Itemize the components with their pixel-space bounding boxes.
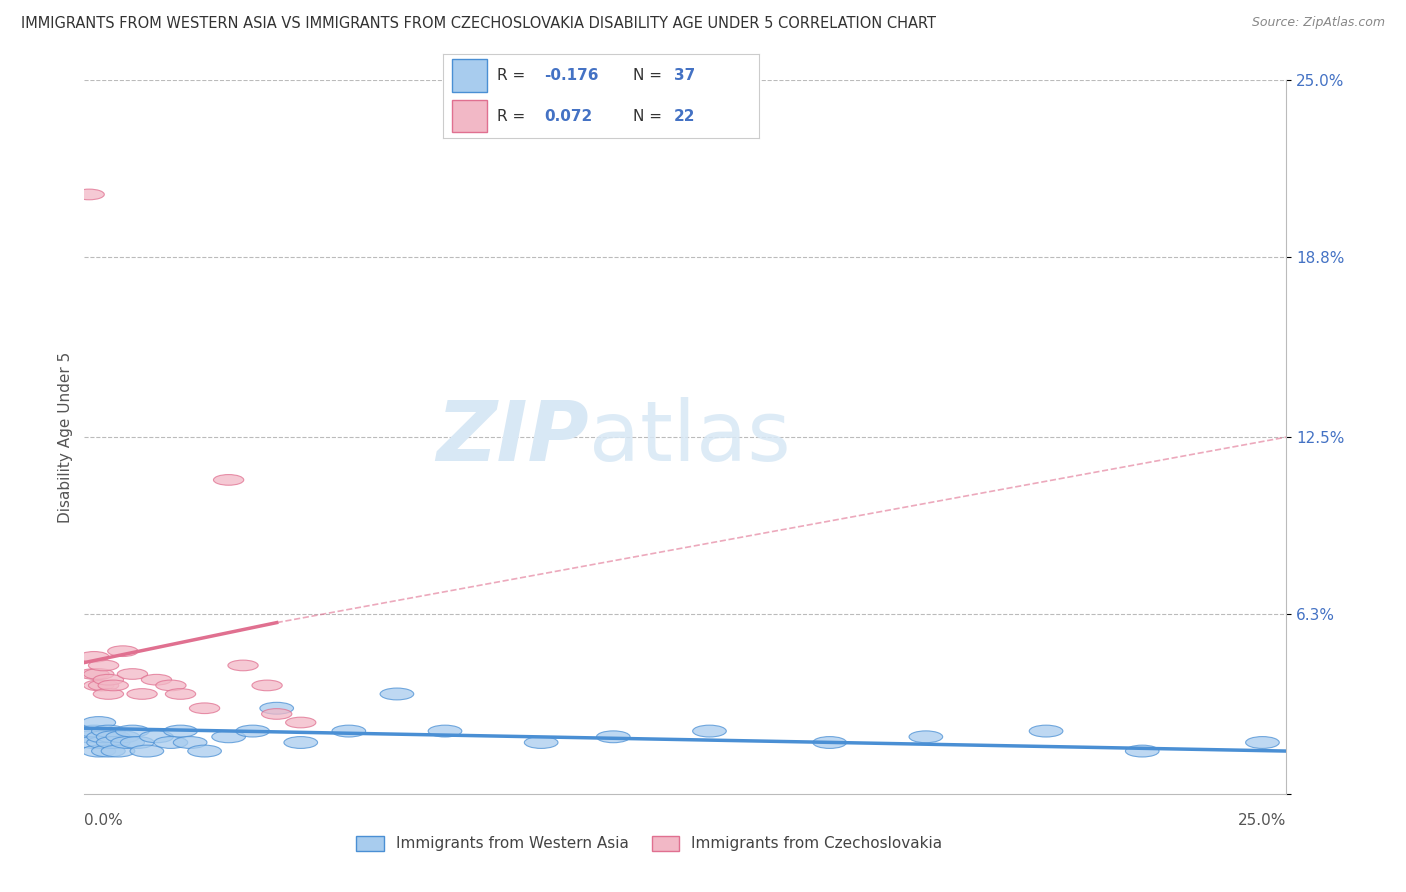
Ellipse shape [129,745,163,757]
FancyBboxPatch shape [453,60,486,92]
Ellipse shape [97,731,129,743]
Ellipse shape [190,703,219,714]
Ellipse shape [693,725,727,737]
Ellipse shape [108,646,138,657]
Ellipse shape [75,189,104,200]
Text: R =: R = [496,109,530,124]
Ellipse shape [332,725,366,737]
Ellipse shape [89,660,118,671]
Ellipse shape [429,725,461,737]
Ellipse shape [77,725,111,737]
Ellipse shape [93,689,124,699]
Ellipse shape [79,651,110,662]
Ellipse shape [910,731,942,743]
Ellipse shape [228,660,259,671]
Text: N =: N = [633,109,666,124]
Ellipse shape [87,737,121,748]
Text: 0.0%: 0.0% [84,814,124,828]
Text: -0.176: -0.176 [544,68,599,83]
Ellipse shape [596,731,630,743]
Ellipse shape [284,737,318,748]
Ellipse shape [101,745,135,757]
Ellipse shape [166,689,195,699]
Ellipse shape [142,674,172,685]
Ellipse shape [83,680,114,690]
Ellipse shape [77,737,111,748]
Ellipse shape [91,725,125,737]
Ellipse shape [117,669,148,680]
Ellipse shape [82,745,115,757]
Ellipse shape [82,716,115,729]
Ellipse shape [236,725,270,737]
Ellipse shape [89,680,118,690]
Text: atlas: atlas [589,397,792,477]
Y-axis label: Disability Age Under 5: Disability Age Under 5 [58,351,73,523]
Ellipse shape [111,737,145,748]
Ellipse shape [1246,737,1279,748]
Ellipse shape [105,731,139,743]
Ellipse shape [121,737,155,748]
Ellipse shape [155,737,188,748]
Text: ZIP: ZIP [437,397,589,477]
Ellipse shape [188,745,221,757]
Ellipse shape [87,731,121,743]
Ellipse shape [1029,725,1063,737]
Ellipse shape [98,680,128,690]
Ellipse shape [93,674,124,685]
Ellipse shape [1125,745,1159,757]
Legend: Immigrants from Western Asia, Immigrants from Czechoslovakia: Immigrants from Western Asia, Immigrants… [350,830,949,857]
FancyBboxPatch shape [453,100,486,132]
Ellipse shape [97,737,129,748]
Ellipse shape [156,680,186,690]
Ellipse shape [127,689,157,699]
Text: 22: 22 [673,109,696,124]
Ellipse shape [72,731,105,743]
Ellipse shape [524,737,558,748]
Text: N =: N = [633,68,666,83]
Ellipse shape [260,702,294,714]
Ellipse shape [212,731,246,743]
Ellipse shape [380,688,413,700]
Text: IMMIGRANTS FROM WESTERN ASIA VS IMMIGRANTS FROM CZECHOSLOVAKIA DISABILITY AGE UN: IMMIGRANTS FROM WESTERN ASIA VS IMMIGRAN… [21,16,936,31]
Ellipse shape [262,708,292,719]
Text: R =: R = [496,68,530,83]
Ellipse shape [813,737,846,748]
Text: 25.0%: 25.0% [1239,814,1286,828]
Ellipse shape [91,745,125,757]
Ellipse shape [163,725,197,737]
Ellipse shape [83,669,114,680]
Text: Source: ZipAtlas.com: Source: ZipAtlas.com [1251,16,1385,29]
Text: 0.072: 0.072 [544,109,592,124]
Text: 37: 37 [673,68,695,83]
Ellipse shape [139,731,173,743]
Ellipse shape [79,669,110,680]
Ellipse shape [214,475,243,485]
Ellipse shape [173,737,207,748]
Ellipse shape [252,680,283,690]
Ellipse shape [115,725,149,737]
Ellipse shape [285,717,316,728]
